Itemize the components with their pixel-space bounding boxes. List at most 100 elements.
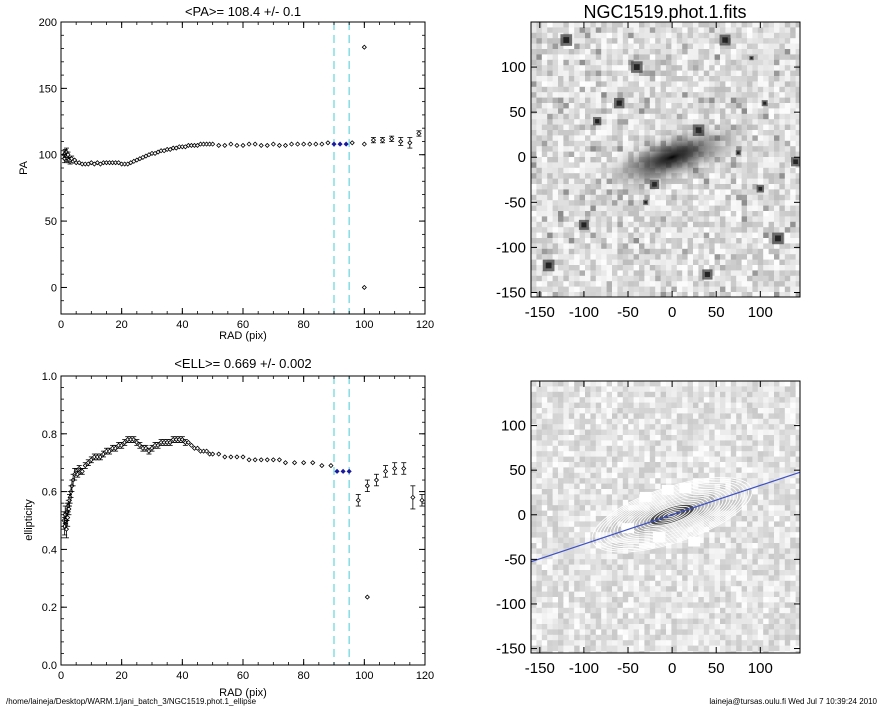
pa-data-point (398, 137, 404, 146)
pa-data-point (319, 141, 325, 147)
contour-image-frame (530, 380, 801, 654)
contour-ytick-label: -100 (496, 596, 526, 613)
fits-xtick-label: 100 (748, 304, 773, 321)
ell-plot-area (61, 376, 425, 665)
contour-ytick-label: 50 (509, 462, 526, 479)
ell-ytick-label: 0.4 (42, 544, 57, 556)
pa-data-point (349, 140, 355, 146)
contour-ytick-label: -50 (504, 551, 526, 568)
ell-data-point (419, 494, 425, 507)
pa-data-point (331, 141, 337, 147)
ell-xtick-label: 20 (116, 670, 128, 682)
ell-data-point (234, 454, 240, 460)
fits-image-axes: -150 -100 -50 0 50 100 -150 -100 -50 0 50 100 (496, 22, 800, 321)
ell-data-point (346, 468, 352, 474)
pa-data-point (210, 141, 216, 147)
pa-data-point (264, 142, 270, 149)
fits-image-title: NGC1519.phot.1.fits (583, 2, 746, 22)
ell-ytick-label: 0.0 (42, 660, 57, 672)
pa-plot-frame (60, 21, 426, 315)
fits-ytick-label: 100 (501, 59, 526, 76)
ell-data-point (66, 502, 72, 516)
footer-user-stamp: laineja@tursas.oulu.fi Wed Jul 7 10:39:2… (709, 697, 877, 706)
contour-xtick-label: -150 (525, 660, 555, 677)
ell-xtick-label: 40 (176, 670, 188, 682)
ell-data-point (240, 454, 246, 460)
ell-data-point (340, 468, 346, 474)
pa-xtick-label: 80 (298, 319, 310, 331)
pa-axes: 0 20 40 60 80 100 120 0 50 100 150 200 (39, 17, 435, 331)
pa-ylabel: PA (18, 160, 30, 175)
pa-xtick-label: 120 (416, 319, 434, 331)
pa-data-point (389, 135, 395, 142)
pa-data-point (337, 141, 343, 147)
pa-direction-line (531, 471, 800, 563)
masked-region (688, 536, 701, 547)
pa-data-point (252, 141, 258, 147)
pa-ytick-label: 150 (39, 83, 57, 95)
ell-xlabel: RAD (pix) (219, 687, 267, 699)
ell-xtick-label: 120 (416, 670, 434, 682)
ell-data-point (276, 457, 282, 463)
ell-xtick-label: 0 (58, 670, 64, 682)
ell-ylabel: ellipticity (23, 499, 35, 541)
ell-xtick-label: 100 (355, 670, 373, 682)
ell-ytick-label: 0.2 (42, 602, 57, 614)
pa-data-point (370, 137, 376, 144)
ell-ytick-label: 0.6 (42, 487, 57, 499)
pa-data-point (325, 140, 331, 146)
fits-image-frame (530, 21, 801, 298)
ell-data-point (401, 462, 407, 475)
ell-data-point (383, 465, 389, 478)
ell-data-point (319, 463, 325, 469)
ell-data-point (392, 462, 398, 475)
masked-region (652, 532, 665, 543)
fits-ytick-label: 0 (518, 149, 526, 166)
ell-data-point (282, 460, 289, 466)
fits-xtick-label: 50 (708, 304, 725, 321)
pa-outlier-point (361, 44, 367, 50)
pa-plot-area (61, 22, 431, 314)
pa-ytick-label: 50 (45, 216, 57, 228)
pa-data-point (258, 142, 264, 149)
masked-region (622, 523, 635, 534)
ell-data-point (270, 457, 276, 463)
ell-outlier-point (364, 594, 370, 600)
ell-data-point (228, 454, 234, 460)
ell-data-point (182, 439, 188, 446)
pa-ytick-label: 0 (51, 282, 57, 294)
contour-xtick-label: 100 (748, 660, 773, 677)
fits-image-pixels (531, 22, 800, 297)
fits-xtick-label: -50 (617, 304, 639, 321)
ell-data-point (210, 451, 216, 457)
ell-data-point (252, 457, 258, 463)
ell-data-point (292, 460, 298, 466)
pa-xtick-label: 0 (58, 319, 64, 331)
ell-data-point (216, 451, 222, 457)
ell-axes: 0 20 40 60 80 100 120 0.0 0.2 0.4 0.6 0.8 1.0 (42, 371, 434, 682)
contour-image-panel: -150 -100 -50 0 50 100 -150 -100 -50 0 50 100 (496, 380, 801, 677)
pa-data-point (426, 135, 431, 148)
pa-data-point (234, 142, 240, 149)
ell-xtick-label: 80 (298, 670, 310, 682)
footer-file-path: /home/laineja/Desktop/WARM.1/jani_batch_… (6, 697, 257, 706)
fits-xtick-label: -100 (569, 304, 599, 321)
ell-data-point (301, 460, 307, 466)
pa-xtick-label: 40 (176, 319, 188, 331)
ellipticity-profile-panel: <ELL>= 0.669 +/- 0.002 0 20 40 60 80 100 120 0.… (23, 356, 434, 699)
pa-data-point (407, 137, 413, 149)
fits-galaxy-shape (660, 151, 685, 163)
pa-data-point (343, 141, 349, 147)
pa-xtick-label: 20 (116, 319, 128, 331)
ell-data-point (334, 468, 340, 474)
pa-data-point (295, 141, 301, 147)
ell-data-point (264, 457, 270, 463)
pa-xlabel: RAD (pix) (219, 330, 267, 342)
ell-data-point (246, 457, 252, 463)
ell-data-point (204, 448, 210, 454)
pa-ytick-label: 200 (39, 17, 57, 29)
ell-data-point (137, 442, 143, 449)
pa-data-point (361, 141, 367, 147)
pa-data-point (276, 142, 282, 149)
